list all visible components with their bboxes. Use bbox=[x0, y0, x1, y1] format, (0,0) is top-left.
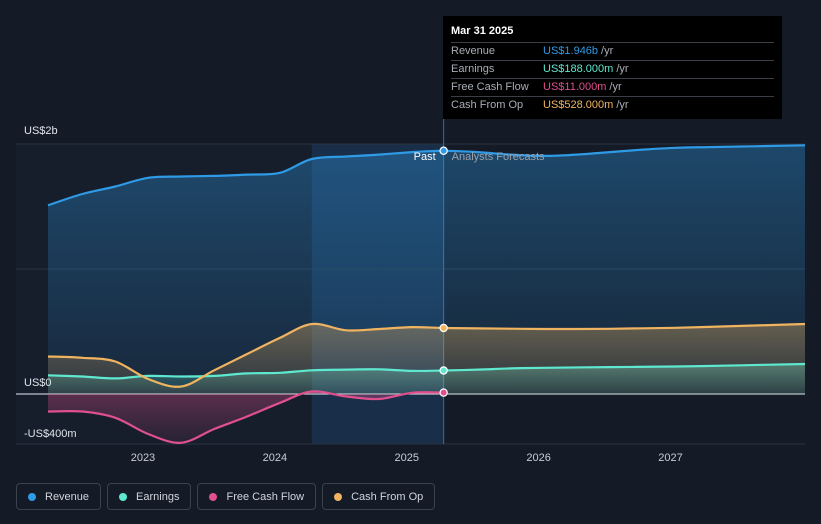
legend-item-cash-from-op[interactable]: Cash From Op bbox=[322, 483, 436, 510]
series-line-cash-from-op bbox=[47, 322, 806, 388]
legend-dot-icon bbox=[119, 492, 128, 501]
legend-label: Free Cash Flow bbox=[226, 490, 305, 503]
legend-label: Earnings bbox=[136, 490, 180, 503]
tooltip-unit: /yr bbox=[616, 99, 629, 111]
tooltip-value: US$11.000m bbox=[543, 81, 607, 93]
x-tick-label: 2024 bbox=[263, 452, 287, 464]
x-tick-label: 2023 bbox=[131, 452, 155, 464]
y-tick-label: US$0 bbox=[24, 377, 52, 389]
legend-label: Revenue bbox=[45, 490, 90, 503]
forecast-label: Analysts Forecasts bbox=[452, 151, 545, 163]
x-tick-label: 2027 bbox=[658, 452, 682, 464]
past-label: Past bbox=[414, 151, 436, 163]
x-tick-label: 2026 bbox=[526, 452, 550, 464]
tooltip-value: US$188.000m bbox=[543, 63, 614, 75]
data-point-revenue bbox=[439, 146, 448, 155]
series-line-free-cash-flow bbox=[47, 390, 444, 444]
tooltip-row-earnings: Earnings US$188.000m /yr bbox=[451, 60, 774, 78]
chart-legend: Revenue Earnings Free Cash Flow Cash Fro… bbox=[16, 483, 436, 510]
series-line-revenue bbox=[47, 144, 806, 207]
legend-item-earnings[interactable]: Earnings bbox=[107, 483, 192, 510]
legend-dot-icon bbox=[209, 492, 218, 501]
y-tick-label: -US$400m bbox=[24, 428, 77, 440]
data-point-free-cash-flow bbox=[439, 388, 448, 397]
tooltip-row-revenue: Revenue US$1.946b /yr bbox=[451, 42, 774, 60]
x-tick-label: 2025 bbox=[394, 452, 418, 464]
data-tooltip: Mar 31 2025 Revenue US$1.946b /yr Earnin… bbox=[443, 16, 782, 119]
series-line-earnings bbox=[47, 362, 806, 380]
tooltip-label: Earnings bbox=[451, 63, 495, 75]
tooltip-label: Cash From Op bbox=[451, 99, 524, 111]
tooltip-unit: /yr bbox=[616, 63, 629, 75]
tooltip-value: US$1.946b bbox=[543, 45, 599, 57]
data-point-cash-from-op bbox=[439, 323, 448, 333]
legend-item-free-cash-flow[interactable]: Free Cash Flow bbox=[197, 483, 317, 510]
series-area-free-cash-flow bbox=[48, 391, 444, 443]
series-area-cash-from-op bbox=[48, 323, 805, 394]
legend-dot-icon bbox=[334, 492, 343, 501]
tooltip-value: US$528.000m bbox=[543, 99, 614, 111]
tooltip-unit: /yr bbox=[601, 45, 614, 57]
tooltip-label: Revenue bbox=[451, 45, 496, 57]
tooltip-row-cash-from-op: Cash From Op US$528.000m /yr bbox=[451, 96, 774, 114]
tooltip-label: Free Cash Flow bbox=[451, 81, 529, 93]
tooltip-unit: /yr bbox=[609, 81, 622, 93]
y-tick-label: US$2b bbox=[24, 125, 58, 137]
tooltip-date: Mar 31 2025 bbox=[451, 25, 514, 37]
data-point-earnings bbox=[439, 366, 448, 375]
legend-item-revenue[interactable]: Revenue bbox=[16, 483, 102, 510]
legend-label: Cash From Op bbox=[351, 490, 424, 503]
tooltip-row-free-cash-flow: Free Cash Flow US$11.000m /yr bbox=[451, 78, 774, 96]
legend-dot-icon bbox=[28, 492, 36, 501]
